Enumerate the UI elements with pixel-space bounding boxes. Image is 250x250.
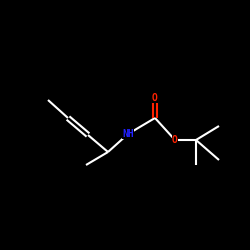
Text: O: O bbox=[152, 93, 158, 103]
Text: O: O bbox=[172, 135, 178, 145]
Text: NH: NH bbox=[122, 129, 134, 139]
